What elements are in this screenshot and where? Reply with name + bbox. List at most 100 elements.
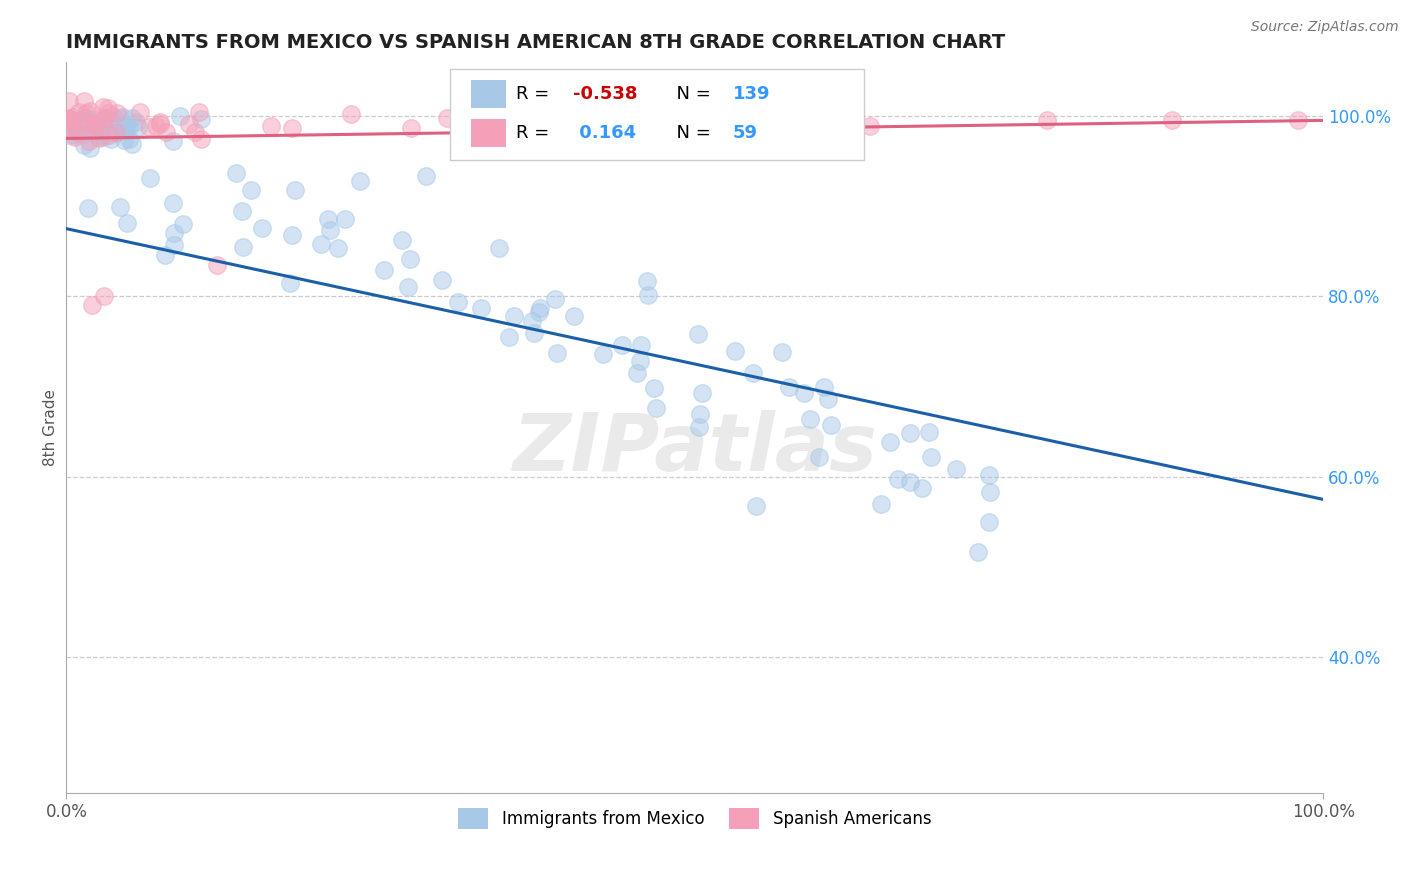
Point [63,130,86,145]
Point [121,111,143,125]
Point [100,112,122,127]
Point [626,366,648,380]
Point [502,309,524,323]
Point [118,120,141,134]
Point [391,233,413,247]
Point [688,420,710,434]
Point [72,127,94,141]
Point [349,173,371,187]
Point [879,435,901,450]
Point [69,115,91,129]
Point [76,116,98,130]
Point [76,201,98,215]
Point [69,124,91,138]
Point [145,119,167,133]
Point [59,113,82,128]
Point [77,114,100,128]
Point [239,183,262,197]
Point [562,310,585,324]
Point [76,116,98,130]
Point [101,110,124,124]
Point [93,289,115,303]
Point [340,106,363,120]
Point [148,115,170,129]
Point [436,111,458,125]
Point [399,252,422,267]
Point [60,121,83,136]
Point [470,301,492,315]
Point [93,111,115,125]
Point [79,103,101,118]
Point [920,450,942,465]
Point [689,407,711,421]
Point [373,263,395,277]
Point [93,112,115,126]
Point [62,110,84,124]
Point [162,134,184,148]
Point [1286,113,1309,128]
Point [724,344,747,359]
Point [520,314,543,328]
Point [770,344,793,359]
Point [76,113,98,128]
Point [139,170,162,185]
Text: ZIPatlas: ZIPatlas [512,410,877,488]
Point [636,98,658,112]
Legend: Immigrants from Mexico, Spanish Americans: Immigrants from Mexico, Spanish American… [451,802,938,836]
Point [169,109,191,123]
Point [799,412,821,426]
Point [740,125,762,139]
Point [172,217,194,231]
Point [820,417,842,432]
Point [76,118,98,132]
Point [231,204,253,219]
Point [86,124,108,138]
Point [82,117,104,131]
Point [808,450,831,464]
Point [592,346,614,360]
Text: Source: ZipAtlas.com: Source: ZipAtlas.com [1251,20,1399,34]
Point [1035,113,1057,128]
Point [966,545,988,559]
Point [284,183,307,197]
Point [628,353,651,368]
Point [527,304,550,318]
Point [979,484,1001,499]
Point [115,123,138,137]
Point [105,125,128,139]
Point [114,119,136,133]
Point [58,121,80,136]
Point [163,226,186,240]
Point [333,212,356,227]
Point [69,116,91,130]
Point [187,104,209,119]
Point [76,118,98,132]
Text: 0.164: 0.164 [572,124,636,142]
Point [97,102,120,116]
Point [75,105,97,120]
Point [278,276,301,290]
Point [724,100,747,114]
Point [793,123,815,137]
Point [87,130,110,145]
Point [177,117,200,131]
Point [90,124,112,138]
Point [318,211,340,226]
Point [637,287,659,301]
Point [63,115,86,129]
Text: -0.538: -0.538 [572,85,637,103]
Point [93,130,115,145]
Point [108,201,131,215]
Point [793,386,815,401]
Point [127,120,149,134]
Point [58,128,80,142]
Point [741,367,763,381]
Point [162,196,184,211]
Point [309,237,332,252]
Point [108,111,131,125]
Point [523,326,546,340]
Point [69,126,91,140]
Point [118,132,141,146]
Point [73,94,96,108]
Point [898,425,921,440]
